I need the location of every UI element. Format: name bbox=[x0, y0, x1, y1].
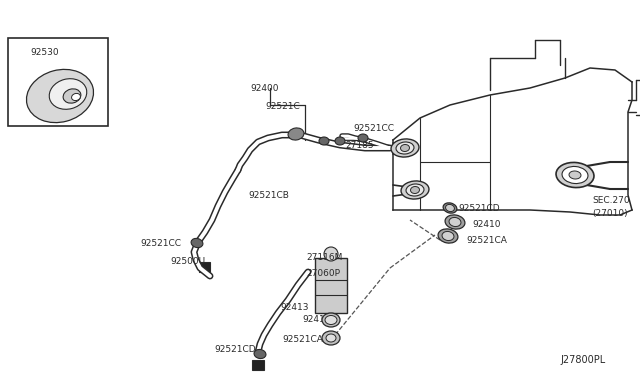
Ellipse shape bbox=[445, 205, 454, 212]
Ellipse shape bbox=[72, 93, 81, 100]
Text: 92521CA: 92521CA bbox=[282, 336, 323, 344]
Text: 92400: 92400 bbox=[250, 83, 278, 93]
Ellipse shape bbox=[326, 334, 336, 342]
Text: (27010): (27010) bbox=[592, 208, 628, 218]
Circle shape bbox=[324, 247, 338, 261]
Text: 92410: 92410 bbox=[472, 219, 500, 228]
Ellipse shape bbox=[325, 315, 337, 324]
Ellipse shape bbox=[449, 218, 461, 227]
Ellipse shape bbox=[288, 128, 304, 140]
Ellipse shape bbox=[410, 186, 419, 193]
Ellipse shape bbox=[562, 166, 588, 183]
Text: 92521C: 92521C bbox=[265, 102, 300, 110]
Bar bbox=[315, 258, 347, 313]
Text: 92413: 92413 bbox=[280, 304, 308, 312]
Ellipse shape bbox=[63, 89, 81, 103]
Ellipse shape bbox=[556, 163, 594, 187]
Ellipse shape bbox=[443, 203, 457, 213]
Ellipse shape bbox=[322, 331, 340, 345]
Ellipse shape bbox=[442, 231, 454, 241]
Text: 92521CD: 92521CD bbox=[458, 203, 500, 212]
Text: 92530: 92530 bbox=[30, 48, 59, 57]
Text: 92521CA: 92521CA bbox=[466, 235, 507, 244]
Ellipse shape bbox=[445, 215, 465, 229]
Ellipse shape bbox=[254, 349, 266, 359]
Bar bbox=[199, 262, 210, 272]
Text: 92521CC: 92521CC bbox=[140, 238, 181, 247]
Text: 92521CB: 92521CB bbox=[248, 190, 289, 199]
Text: SEC.270: SEC.270 bbox=[592, 196, 630, 205]
Text: 27060P: 27060P bbox=[306, 269, 340, 278]
Text: 92500U: 92500U bbox=[170, 257, 205, 266]
Ellipse shape bbox=[335, 137, 345, 145]
Ellipse shape bbox=[406, 184, 424, 196]
Text: 92417: 92417 bbox=[302, 315, 330, 324]
Ellipse shape bbox=[401, 144, 410, 151]
Text: 27185: 27185 bbox=[345, 141, 374, 150]
Ellipse shape bbox=[401, 181, 429, 199]
Ellipse shape bbox=[569, 171, 581, 179]
Ellipse shape bbox=[26, 70, 93, 123]
Ellipse shape bbox=[49, 79, 87, 109]
Ellipse shape bbox=[391, 139, 419, 157]
Ellipse shape bbox=[396, 142, 414, 154]
Text: 92521CC: 92521CC bbox=[353, 124, 394, 132]
Ellipse shape bbox=[191, 238, 203, 248]
Ellipse shape bbox=[358, 134, 368, 142]
Text: J27800PL: J27800PL bbox=[560, 355, 605, 365]
Ellipse shape bbox=[438, 229, 458, 243]
Bar bbox=[8, 38, 108, 126]
Text: 27116M: 27116M bbox=[306, 253, 342, 263]
Bar bbox=[252, 360, 264, 370]
Ellipse shape bbox=[319, 137, 329, 145]
Ellipse shape bbox=[322, 313, 340, 327]
Text: 92521CD: 92521CD bbox=[214, 346, 255, 355]
